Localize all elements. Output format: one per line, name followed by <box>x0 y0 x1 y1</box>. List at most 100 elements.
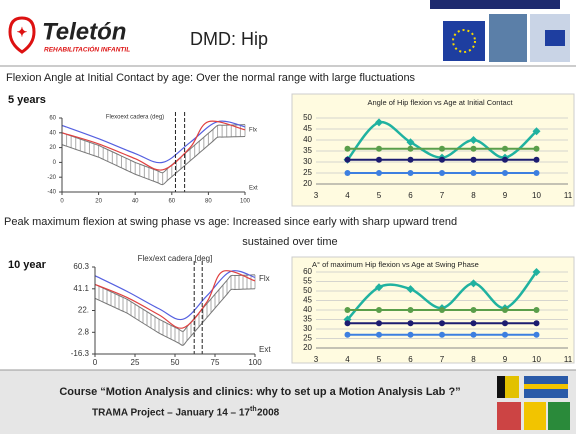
footer-ordinal: th <box>250 406 257 413</box>
y-tick-label: 35 <box>303 146 312 155</box>
data-marker <box>345 170 351 176</box>
y-tick-label: 30 <box>303 157 312 166</box>
x-tick-label: 8 <box>471 355 476 364</box>
chart-title: Angle of Hip flexion vs Age at Initial C… <box>367 98 513 107</box>
data-marker <box>502 157 508 163</box>
extension-label: Ext <box>259 345 271 354</box>
x-tick-label: 9 <box>503 191 508 200</box>
data-marker <box>471 307 477 313</box>
data-marker <box>502 320 508 326</box>
data-marker <box>408 170 414 176</box>
x-tick-label: 3 <box>314 355 319 364</box>
data-marker <box>345 307 351 313</box>
x-tick-label: 10 <box>532 355 541 364</box>
chart-panel <box>292 94 574 206</box>
chart-title: A° of maximum Hip flexion vs Age at Swin… <box>312 260 479 269</box>
data-marker <box>471 320 477 326</box>
x-tick-label: 6 <box>408 355 413 364</box>
x-tick-label: 4 <box>345 191 350 200</box>
y-tick-label: 50 <box>303 286 312 295</box>
x-tick-label: 3 <box>314 191 319 200</box>
section-heading: Flexion Angle at Initial Contact by age:… <box>6 72 416 84</box>
data-marker <box>439 332 445 338</box>
x-tick-label: 11 <box>564 355 573 364</box>
data-marker <box>502 170 508 176</box>
data-marker <box>376 157 382 163</box>
x-tick-label: 0 <box>93 358 98 367</box>
y-tick-label: 30 <box>303 324 312 333</box>
y-tick-label: 55 <box>303 277 312 286</box>
data-marker <box>534 332 540 338</box>
x-tick-label: 60 <box>168 199 175 205</box>
x-tick-label: 100 <box>240 199 251 205</box>
data-marker <box>408 146 414 152</box>
x-tick-label: 80 <box>205 199 212 205</box>
y-tick-label: 40 <box>303 305 312 314</box>
x-tick-label: 7 <box>440 355 445 364</box>
slide: ✦ Teletón REHABILITACIÓN INFANTIL DMD: H… <box>0 0 576 434</box>
flexion-label: Flx <box>259 274 270 283</box>
data-marker <box>345 157 351 163</box>
partner-flag <box>545 30 565 46</box>
flag <box>524 402 546 430</box>
logo-icon: ✦ <box>17 24 28 39</box>
data-marker <box>408 157 414 163</box>
y-tick-label: 41.1 <box>73 284 89 293</box>
footer-course: Course “Motion Analysis and clinics: why… <box>59 386 460 398</box>
data-marker <box>534 307 540 313</box>
logo-subtitle: REHABILITACIÓN INFANTIL <box>44 45 130 54</box>
y-tick-label: -20 <box>47 175 56 181</box>
data-marker <box>376 320 382 326</box>
y-tick-label: 25 <box>303 168 312 177</box>
data-marker <box>439 157 445 163</box>
extension-label: Ext <box>249 186 258 192</box>
y-tick-label: 25 <box>303 334 312 343</box>
data-marker <box>471 157 477 163</box>
data-marker <box>439 170 445 176</box>
flag <box>497 376 505 398</box>
y-tick-label: 60 <box>49 116 56 122</box>
y-tick-label: 20 <box>49 145 56 151</box>
partner-logo <box>489 14 527 62</box>
data-marker <box>502 146 508 152</box>
data-marker <box>471 332 477 338</box>
y-tick-label: 20 <box>303 343 312 352</box>
data-marker <box>439 146 445 152</box>
data-marker <box>408 307 414 313</box>
data-marker <box>471 170 477 176</box>
plot-title: Flexoext cadera (deg) <box>106 115 164 121</box>
age-label: 10 year <box>8 259 47 271</box>
x-tick-label: 9 <box>503 355 508 364</box>
y-tick-label: 35 <box>303 315 312 324</box>
x-tick-label: 6 <box>408 191 413 200</box>
y-tick-label: 45 <box>303 124 312 133</box>
footer-year: 2008 <box>257 408 280 419</box>
x-tick-label: 100 <box>248 358 262 367</box>
data-marker <box>345 146 351 152</box>
data-marker <box>439 320 445 326</box>
logo-text: Teletón <box>42 18 126 45</box>
age-label: 5 years <box>8 94 46 106</box>
x-tick-label: 50 <box>171 358 180 367</box>
x-tick-label: 40 <box>132 199 139 205</box>
y-tick-label: -16.3 <box>71 349 90 358</box>
data-marker <box>408 332 414 338</box>
data-marker <box>502 307 508 313</box>
y-tick-label: -40 <box>47 190 56 196</box>
y-tick-label: 2.8 <box>78 327 90 336</box>
x-tick-label: 5 <box>377 355 382 364</box>
y-tick-label: 40 <box>303 135 312 144</box>
data-marker <box>502 332 508 338</box>
plot-title: Flex/ext cadera [deg] <box>138 254 213 263</box>
x-tick-label: 25 <box>131 358 140 367</box>
flag <box>524 384 568 389</box>
y-tick-label: 40 <box>49 130 56 136</box>
y-tick-label: 22. <box>78 306 89 315</box>
y-tick-label: 45 <box>303 296 312 305</box>
data-marker <box>376 170 382 176</box>
data-marker <box>534 146 540 152</box>
data-marker <box>408 320 414 326</box>
x-tick-label: 75 <box>211 358 220 367</box>
data-marker <box>534 320 540 326</box>
footer-project: TRAMA Project – January 14 – 17 <box>92 408 250 419</box>
